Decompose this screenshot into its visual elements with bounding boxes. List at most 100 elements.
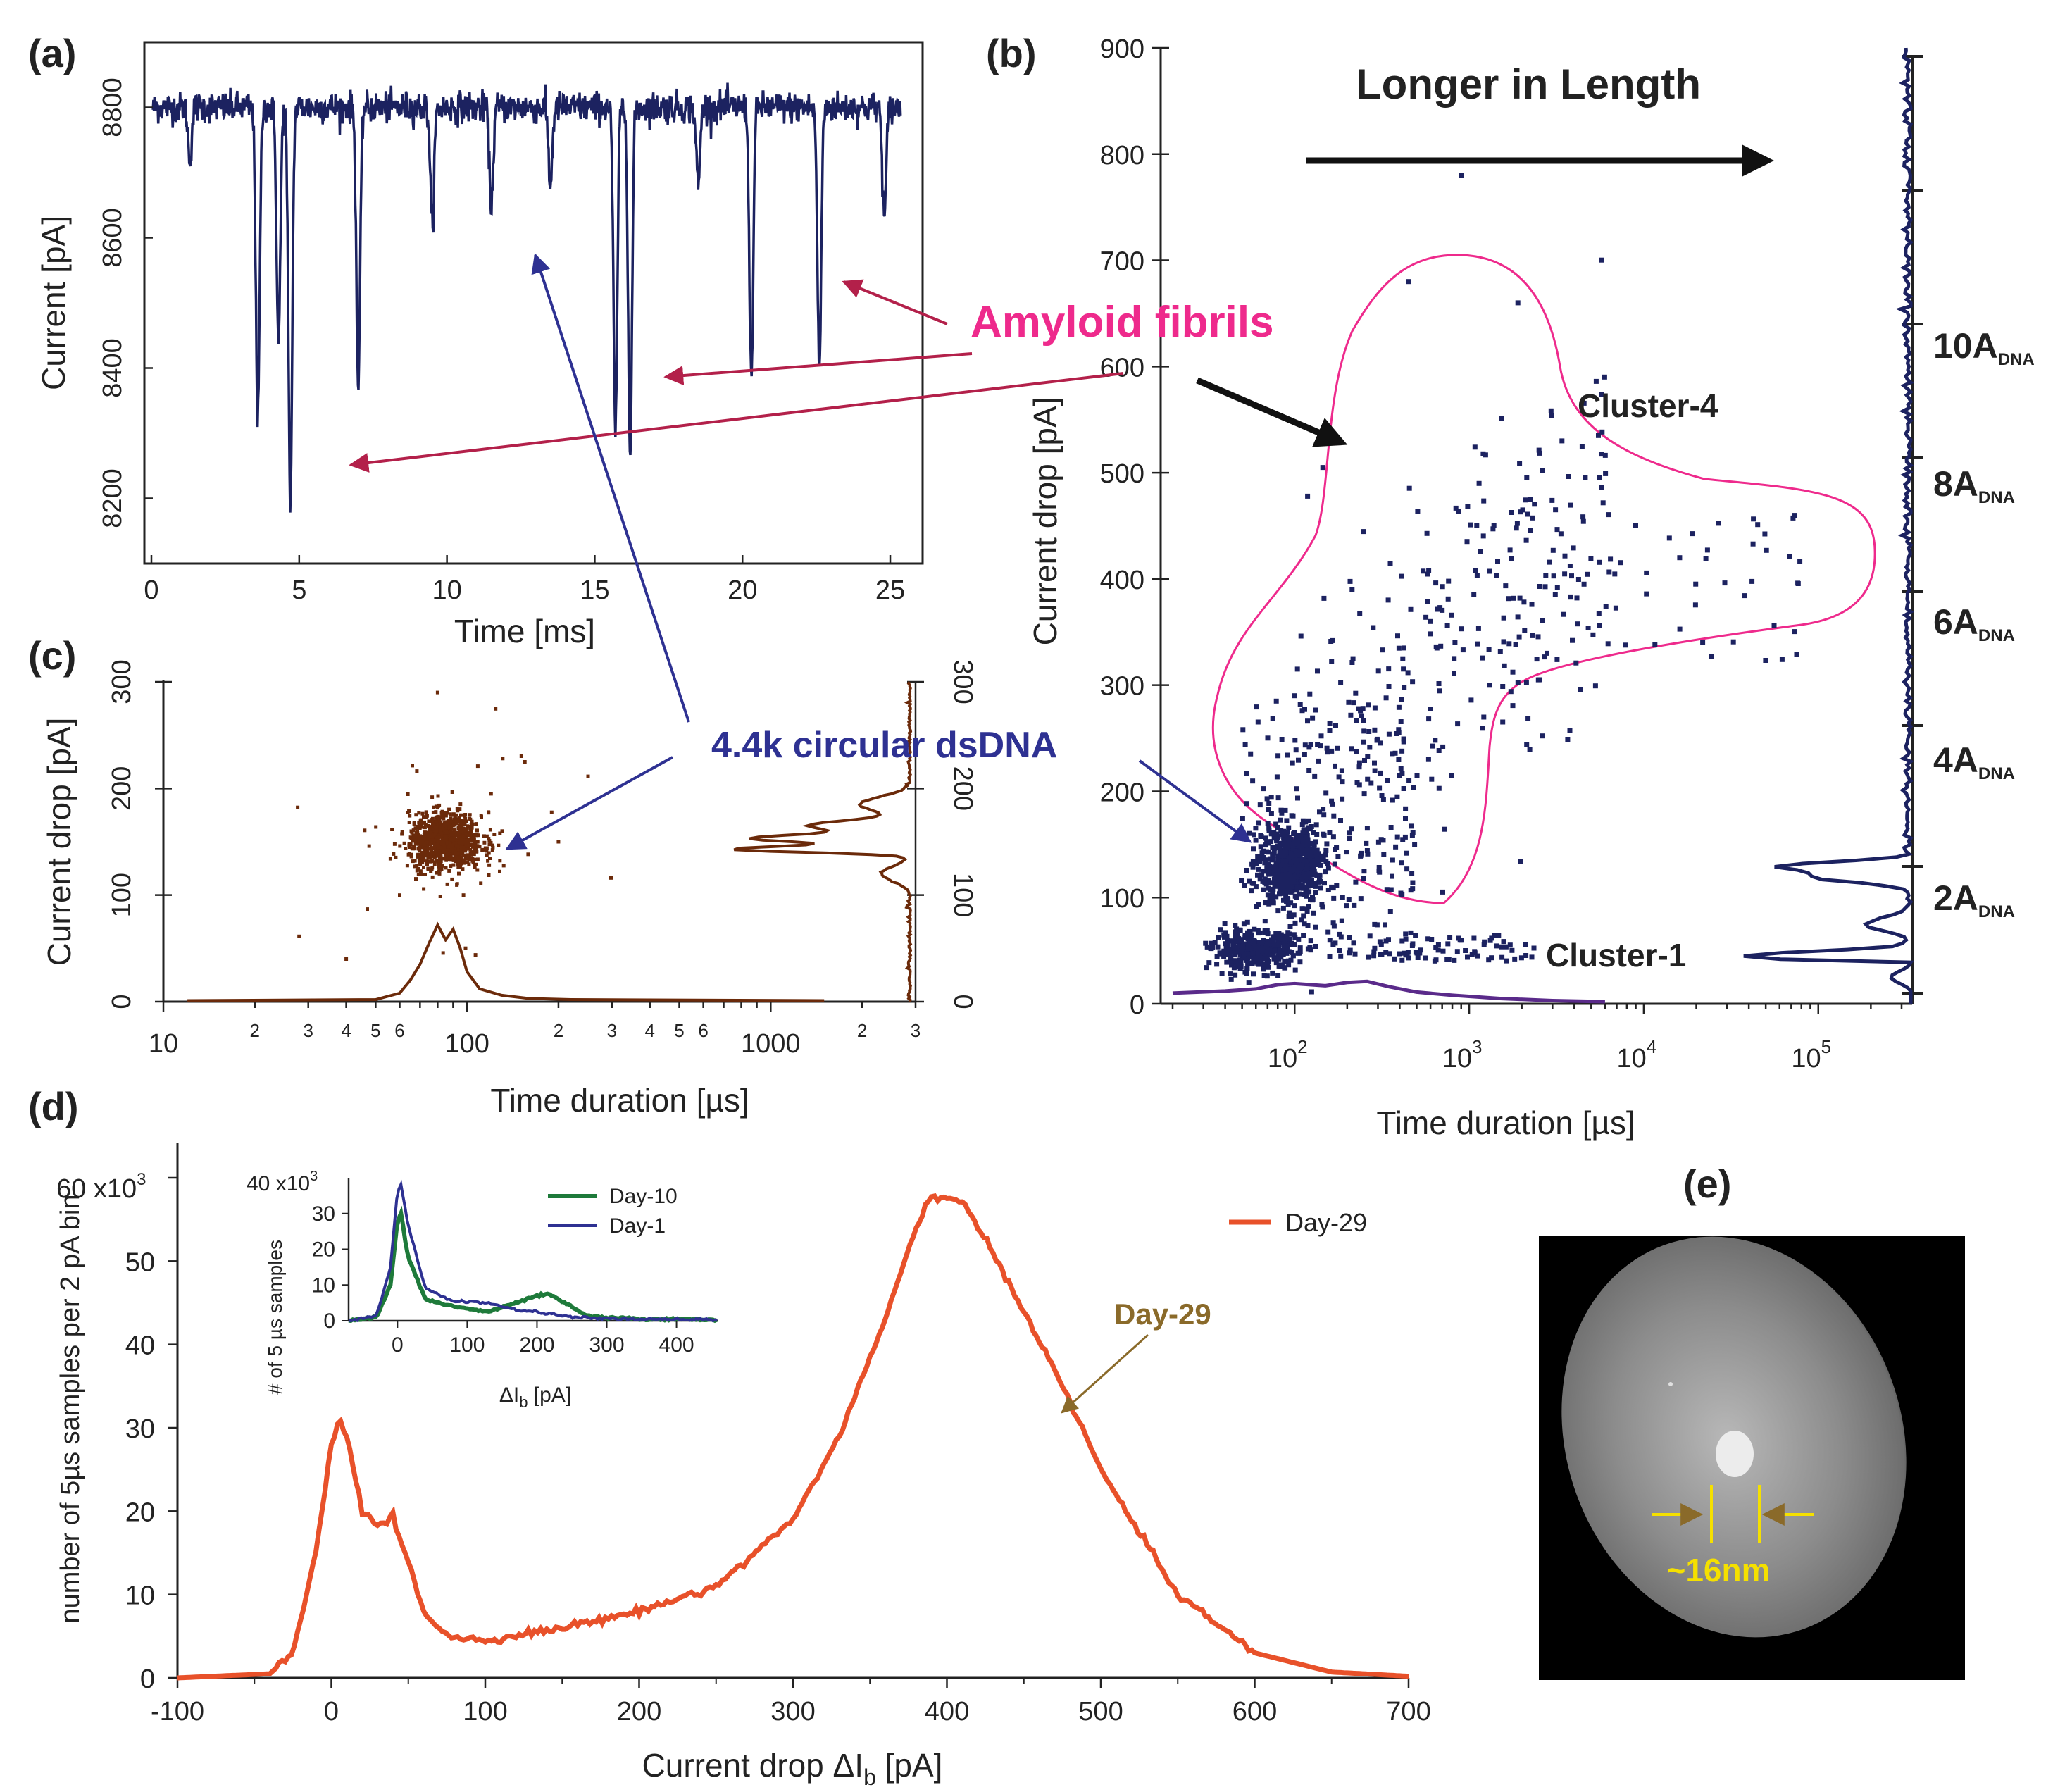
- event-point: [1482, 939, 1487, 945]
- event-point: [416, 839, 420, 843]
- event-point: [449, 816, 453, 821]
- event-point: [1795, 580, 1801, 586]
- event-point: [586, 774, 590, 778]
- event-point: [1254, 944, 1259, 949]
- event-point: [446, 826, 450, 830]
- event-point: [1742, 593, 1747, 599]
- event-point: [1223, 941, 1228, 947]
- event-point: [1315, 668, 1320, 674]
- event-point: [1277, 853, 1283, 859]
- event-point: [1644, 570, 1649, 575]
- event-point: [1387, 951, 1392, 957]
- event-point: [1292, 839, 1297, 845]
- event-point: [1361, 728, 1367, 734]
- event-point: [1418, 947, 1423, 953]
- event-point: [431, 838, 435, 842]
- event-point: [1279, 737, 1285, 742]
- event-point: [447, 807, 451, 811]
- event-point: [1233, 938, 1239, 943]
- event-point: [1386, 666, 1392, 672]
- event-point: [1295, 840, 1301, 845]
- event-point: [1278, 828, 1284, 833]
- event-point: [1521, 599, 1527, 605]
- event-point: [444, 853, 449, 857]
- event-point: [1323, 859, 1329, 864]
- event-point: [1549, 413, 1554, 418]
- event-point: [1274, 774, 1280, 780]
- event-point: [408, 814, 412, 818]
- event-point: [1383, 950, 1389, 955]
- event-point: [454, 838, 458, 842]
- event-point: [1372, 705, 1378, 711]
- event-point: [1408, 606, 1414, 612]
- event-point: [1277, 845, 1283, 851]
- event-point: [445, 882, 449, 886]
- event-point: [1394, 834, 1400, 840]
- event-point: [423, 823, 428, 827]
- event-point: [1287, 924, 1293, 929]
- event-point: [1540, 733, 1545, 739]
- event-point: [1240, 816, 1245, 821]
- event-point: [1266, 947, 1271, 953]
- event-point: [435, 828, 439, 832]
- event-point: [1306, 904, 1311, 909]
- event-point: [1501, 939, 1506, 945]
- event-point: [413, 841, 418, 845]
- event-point: [439, 832, 444, 836]
- event-point: [1286, 825, 1292, 830]
- y-tick-label: 600: [1100, 353, 1144, 382]
- event-point: [411, 859, 415, 864]
- inset-x-tick-label: 200: [519, 1333, 554, 1357]
- event-point: [1306, 889, 1312, 895]
- event-point: [445, 827, 449, 831]
- event-point: [442, 845, 447, 849]
- dsdna-arrow-a: [531, 253, 690, 723]
- event-point: [1570, 637, 1575, 643]
- event-point: [1297, 865, 1303, 871]
- event-point: [1473, 568, 1478, 573]
- event-point: [1281, 834, 1287, 840]
- event-point: [1361, 791, 1367, 797]
- event-point: [485, 849, 489, 853]
- event-point: [435, 871, 438, 875]
- event-point: [501, 864, 506, 868]
- event-point: [1409, 871, 1415, 876]
- event-point: [1275, 860, 1281, 866]
- panel-d-inset: 0 100 200 300 400 0 10 20 30 40 x103 Day-10 Day…: [247, 1169, 718, 1411]
- event-point: [1562, 571, 1568, 577]
- event-point: [1320, 465, 1325, 471]
- event-point: [444, 821, 448, 825]
- event-point: [1692, 602, 1698, 608]
- event-point: [410, 830, 414, 835]
- event-point: [1330, 920, 1336, 926]
- event-point: [457, 836, 461, 840]
- event-point: [1256, 953, 1261, 959]
- event-point: [1472, 950, 1478, 956]
- event-point: [1579, 444, 1585, 449]
- event-point: [1339, 768, 1344, 773]
- event-point: [1228, 947, 1233, 952]
- event-point: [1336, 774, 1342, 780]
- event-point: [1406, 279, 1411, 285]
- event-point: [1330, 637, 1335, 643]
- event-point: [1246, 980, 1252, 985]
- event-point: [1402, 950, 1407, 956]
- event-point: [1525, 511, 1530, 517]
- event-point: [1375, 839, 1381, 845]
- panel-c-event-points: [296, 690, 613, 961]
- event-point: [429, 838, 432, 842]
- event-point: [1523, 942, 1528, 947]
- event-point: [1297, 849, 1303, 854]
- event-point: [1288, 957, 1294, 963]
- event-point: [463, 845, 467, 850]
- event-point: [1301, 913, 1306, 919]
- x-tick-label: 0: [324, 1697, 339, 1726]
- event-point: [1321, 807, 1326, 812]
- event-point: [392, 842, 397, 846]
- event-point: [1524, 475, 1530, 480]
- annotations: Amyloid fibrils 4.4k circular dsDNA: [349, 253, 1348, 850]
- event-point: [1292, 893, 1298, 899]
- event-point: [1324, 745, 1330, 751]
- event-point: [1250, 950, 1256, 956]
- event-point: [1481, 498, 1487, 504]
